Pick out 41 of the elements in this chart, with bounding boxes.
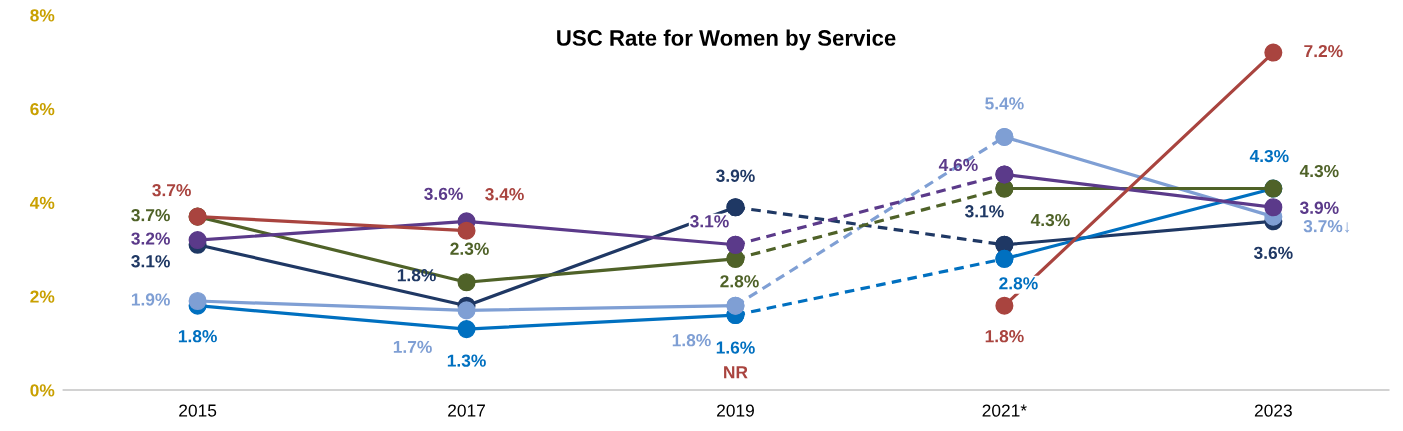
data-label: 1.8% (985, 330, 1024, 343)
data-label: 3.6% (424, 187, 463, 200)
data-label: 3.9% (716, 169, 755, 182)
y-tick-label: 4% (29, 196, 55, 209)
data-label: 3.1% (690, 215, 729, 228)
data-label: 2.8% (999, 277, 1038, 290)
data-label: 1.3% (447, 354, 486, 367)
data-label: 3.1% (965, 205, 1004, 218)
y-tick-label: 6% (30, 103, 55, 116)
y-tick-label: 8% (30, 9, 55, 22)
text: USC Rate for Women by Service (557, 29, 896, 51)
data-label: 1.7% (393, 340, 432, 353)
data-label: 3.6% (1253, 246, 1293, 259)
x-tick-label: 2019 (717, 404, 754, 417)
data-label: 3.7% (152, 184, 191, 197)
data-label: 4.3% (1299, 164, 1339, 178)
data-label: 2.8% (720, 275, 759, 288)
data-label: 1.9% (131, 293, 170, 306)
data-label: 4.6% (938, 158, 978, 172)
data-label: 4.3% (1030, 213, 1070, 227)
x-tick-label: 2021* (982, 404, 1027, 417)
data-label: 2.3% (450, 242, 489, 255)
data-label: 3.9% (1299, 201, 1339, 214)
x-tick-label: 2017 (448, 404, 485, 417)
data-label: 5.4% (985, 97, 1024, 110)
data-label: 3.7% (131, 209, 170, 222)
data-label: 1.8% (178, 330, 217, 343)
data-label: 1.8% (672, 334, 711, 347)
annotation: NR (724, 366, 748, 379)
data-label: 3.1% (131, 255, 170, 268)
x-tick-label: 2023 (1254, 404, 1292, 417)
data-label: 3.7%↓ (1303, 220, 1350, 233)
data-label: 3.2% (131, 232, 170, 245)
data-label: 4.3% (1249, 149, 1289, 163)
data-label: 7.2% (1304, 44, 1343, 58)
y-tick-label: 0% (30, 384, 55, 397)
data-label: 1.8% (397, 269, 436, 282)
x-tick-label: 2015 (179, 404, 217, 417)
data-label: 3.4% (485, 188, 524, 201)
data-label: 1.6% (716, 341, 755, 354)
y-tick-label: 2% (30, 290, 55, 303)
